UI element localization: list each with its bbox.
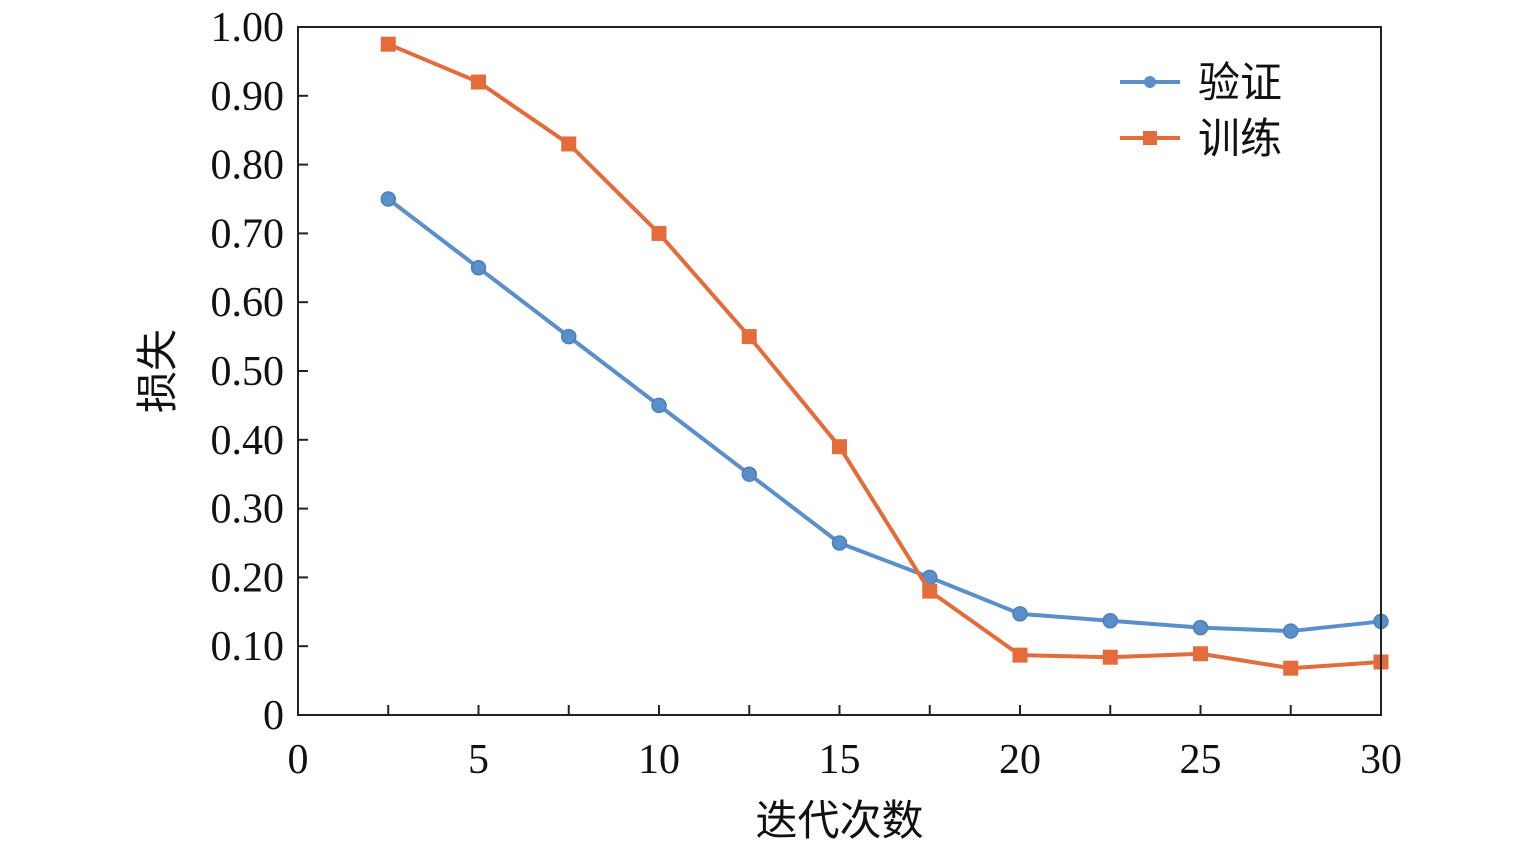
y-tick-label: 0.70 bbox=[211, 211, 285, 257]
data-point bbox=[831, 535, 848, 551]
y-tick-label: 0.60 bbox=[211, 280, 285, 326]
y-tick-label: 0.40 bbox=[211, 418, 285, 464]
data-point bbox=[651, 225, 667, 241]
x-tick-label: 20 bbox=[999, 737, 1041, 783]
y-tick-label: 0.90 bbox=[211, 74, 285, 120]
data-point bbox=[832, 439, 847, 455]
x-tick-label: 10 bbox=[638, 737, 680, 783]
x-tick-label: 25 bbox=[1180, 737, 1222, 783]
x-axis-title: 迭代次数 bbox=[755, 796, 923, 845]
plot-series bbox=[380, 36, 1389, 676]
data-point bbox=[651, 397, 667, 414]
series-training bbox=[380, 36, 1389, 676]
data-point bbox=[1283, 660, 1299, 676]
plot-frame bbox=[297, 26, 1382, 716]
y-tick-label: 1.00 bbox=[211, 5, 285, 51]
data-point bbox=[1192, 619, 1209, 636]
data-point bbox=[561, 328, 577, 345]
data-point bbox=[1283, 623, 1299, 639]
series-validation bbox=[380, 191, 1389, 639]
y-axis-ticks: 0 0.10 0.20 0.30 0.40 0.50 0.60 0.70 0.80 0.90 1.0… bbox=[211, 5, 308, 739]
data-point bbox=[470, 260, 487, 276]
data-point bbox=[1193, 646, 1208, 662]
x-tick-label: 15 bbox=[819, 737, 861, 783]
x-tick-label: 30 bbox=[1360, 737, 1402, 783]
y-tick-label: 0.80 bbox=[211, 143, 285, 189]
data-point bbox=[471, 74, 486, 90]
data-point bbox=[922, 583, 938, 599]
data-point bbox=[561, 136, 577, 152]
data-point bbox=[741, 329, 757, 345]
legend-item: 验证 bbox=[1120, 58, 1282, 107]
x-axis-ticks: 0 5 10 15 20 25 30 bbox=[288, 705, 1402, 783]
data-point bbox=[380, 191, 396, 207]
data-point bbox=[1012, 606, 1028, 622]
data-point bbox=[741, 466, 757, 482]
y-axis-title: 损失 bbox=[133, 329, 182, 413]
data-point bbox=[1102, 612, 1118, 629]
y-tick-label: 0.50 bbox=[211, 349, 285, 395]
x-tick-label: 5 bbox=[468, 737, 489, 783]
legend-marker bbox=[1143, 131, 1157, 145]
data-point bbox=[1102, 649, 1118, 665]
y-tick-label: 0.20 bbox=[211, 555, 285, 601]
legend-label: 训练 bbox=[1198, 114, 1282, 163]
data-point bbox=[1012, 647, 1028, 663]
x-tick-label: 0 bbox=[288, 737, 309, 783]
y-tick-label: 0.30 bbox=[211, 487, 285, 533]
series-line bbox=[387, 42, 1382, 671]
series-line bbox=[387, 197, 1382, 634]
legend-marker bbox=[1144, 76, 1156, 88]
data-point bbox=[380, 36, 396, 52]
y-tick-label: 0 bbox=[263, 693, 284, 739]
legend-item: 训练 bbox=[1120, 114, 1282, 163]
legend-label: 验证 bbox=[1198, 58, 1282, 107]
y-tick-label: 0.10 bbox=[211, 624, 285, 670]
